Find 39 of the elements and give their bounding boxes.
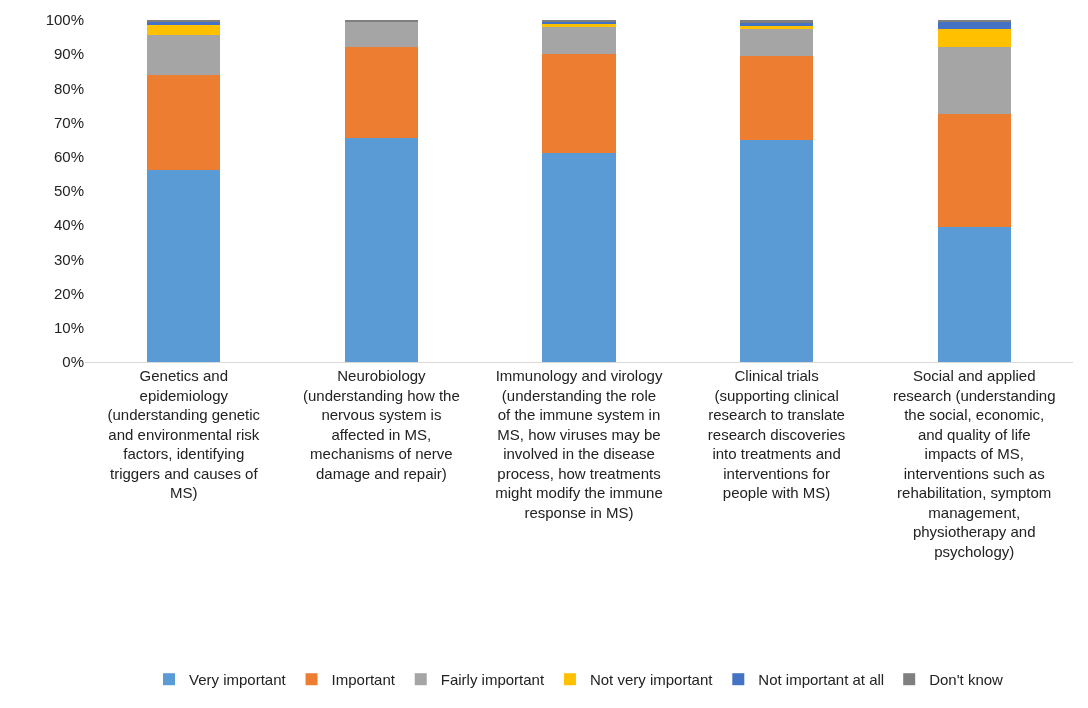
bar bbox=[147, 35, 221, 75]
y-tick-label: 30% bbox=[53, 250, 84, 268]
bar bbox=[937, 21, 1011, 29]
x-tick-label: Immunology and virology (understanding the role of the immune system in MS, how viruses may be involved in the disease process, how treatments might modify the immune response in MS) bbox=[495, 367, 663, 521]
bar bbox=[740, 139, 814, 362]
bar bbox=[542, 54, 616, 154]
bar bbox=[147, 170, 221, 362]
x-tick-label: Genetics and epidemiology (understanding genetic and environmental risk factors, identifying triggers and causes of MS) bbox=[107, 367, 261, 501]
bar bbox=[937, 114, 1011, 227]
bar bbox=[937, 226, 1011, 362]
y-tick-label: 70% bbox=[53, 113, 84, 131]
y-tick-label: 50% bbox=[53, 182, 84, 200]
bar bbox=[147, 74, 221, 171]
y-tick-label: 60% bbox=[53, 148, 84, 166]
bar bbox=[542, 153, 616, 362]
bar bbox=[937, 47, 1011, 115]
y-tick-label: 10% bbox=[53, 319, 84, 337]
legend-label: Fairly important bbox=[440, 671, 545, 689]
y-tick-label: 0% bbox=[62, 353, 84, 371]
x-tick-label: Clinical trials (supporting clinical research to translate research discoveries into treatments and interventions for people with MS) bbox=[707, 367, 846, 501]
y-tick-label: 40% bbox=[53, 216, 84, 234]
y-tick-label: 90% bbox=[53, 45, 84, 63]
bar bbox=[344, 21, 418, 48]
legend-label: Not important at all bbox=[758, 671, 885, 689]
legend-label: Very important bbox=[189, 671, 287, 689]
bar bbox=[740, 55, 814, 140]
legend-label: Don't know bbox=[929, 671, 1004, 689]
x-tick-label: Neurobiology (understanding how the nervous system is affected in MS, mechanisms of nerve damage and repair) bbox=[303, 367, 460, 482]
bar bbox=[740, 28, 814, 56]
bar bbox=[542, 26, 616, 55]
legend-label: Important bbox=[331, 671, 396, 689]
y-tick-label: 20% bbox=[53, 284, 84, 302]
category-label: Social and applied research (understanding the social, economic, and quality of life impacts of MS, interventions such as rehabilitation, symptom management, physiotherapy and psychology) bbox=[892, 367, 1056, 560]
bar bbox=[344, 137, 418, 362]
bar bbox=[937, 28, 1011, 48]
bar bbox=[344, 47, 418, 138]
y-tick-label: 100% bbox=[45, 11, 84, 29]
legend-label: Not very important bbox=[589, 671, 714, 689]
y-tick-label: 80% bbox=[53, 79, 84, 97]
